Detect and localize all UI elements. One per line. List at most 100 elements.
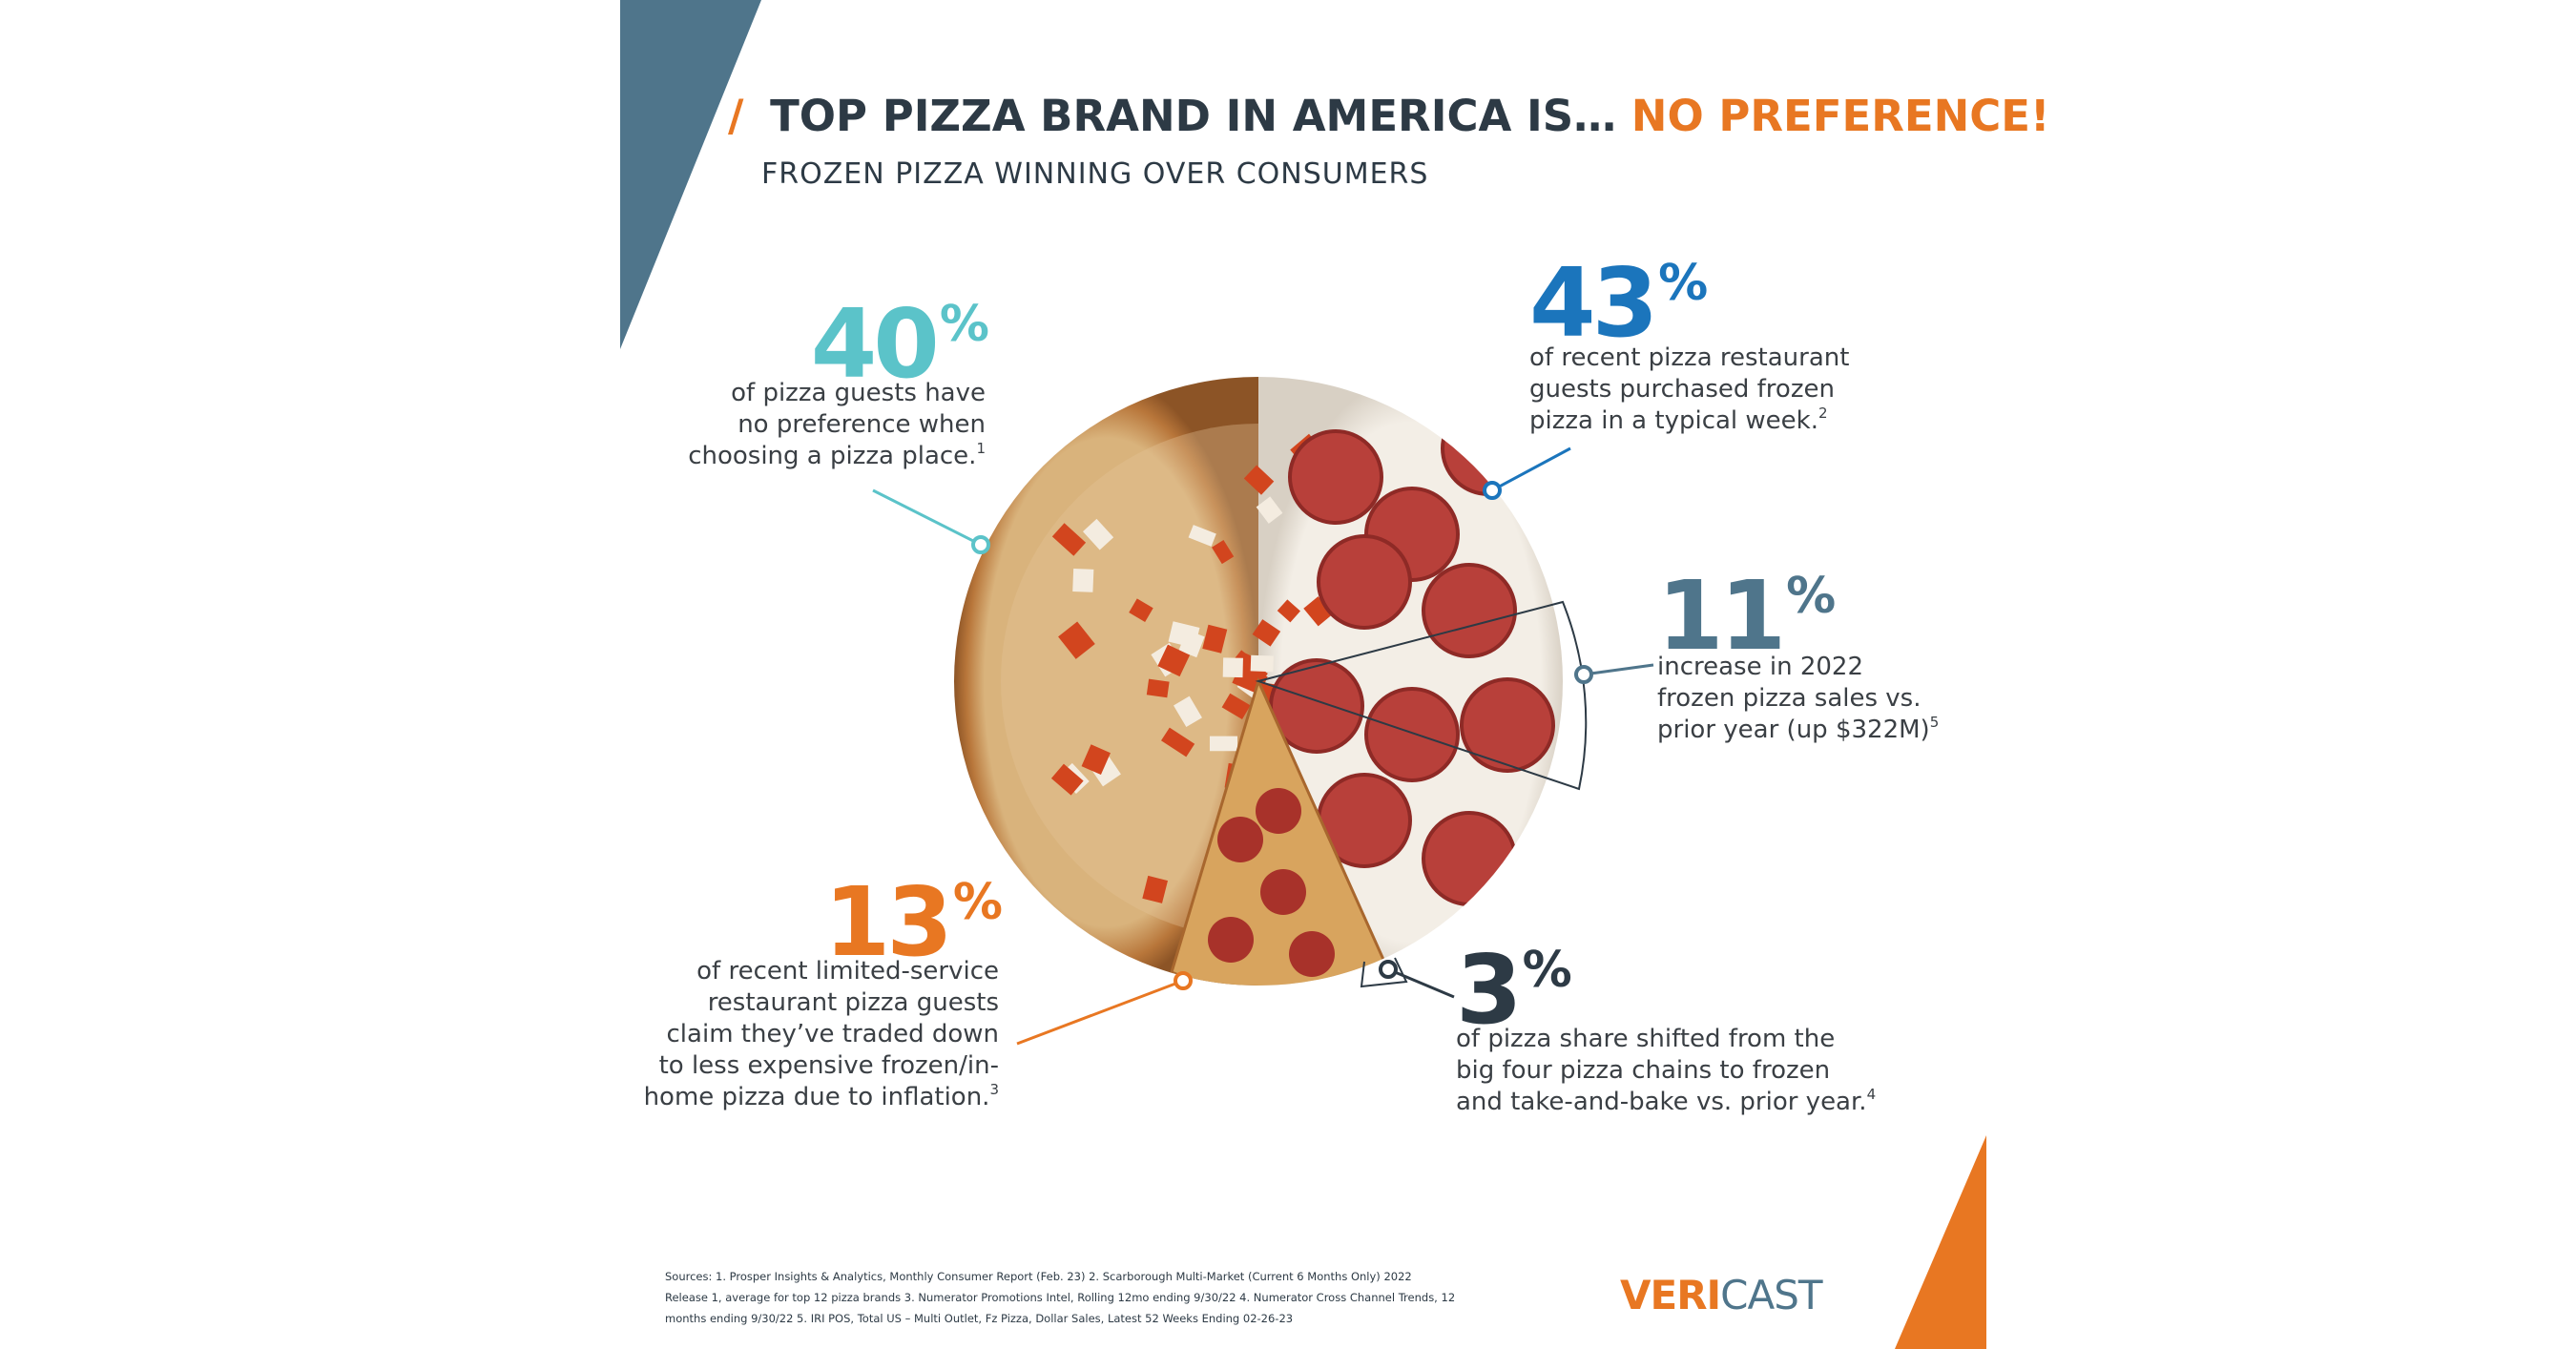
stat: 3%of pizza share shifted from the big fou… [1379,934,1876,1116]
stat-line: claim they’ve traded down [667,1020,999,1048]
logo-part: CAST [1720,1272,1823,1318]
footnote-mark: 4 [1867,1086,1877,1103]
source-line: Sources: 1. Prosper Insights & Analytics… [665,1270,1412,1283]
topping [1050,763,1084,796]
stat-value: 43 [1529,247,1654,359]
topping [1072,568,1094,592]
stat: 11%increase in 2022 frozen pizza sales vs… [1574,560,1939,744]
pepperoni [1422,811,1517,906]
topping [1174,695,1202,728]
pepperoni [1288,429,1383,525]
corner-triangle [1895,1135,1986,1349]
topping [1209,736,1238,752]
stat-text: of recent limited-service [696,957,999,986]
connector [1491,446,1571,492]
connector-dot [971,535,990,554]
connector [1583,663,1654,676]
stat-unit: % [1658,255,1707,312]
logo: VERICAST [1620,1272,1823,1318]
logo-part: VERI [1620,1272,1720,1318]
topping [1250,654,1274,673]
footnote-mark: 2 [1818,405,1828,422]
stat-value: 13 [824,866,949,978]
stat-value: 40 [811,288,936,400]
title: / TOP PIZZA BRAND IN AMERICA IS… NO PREF… [728,91,2050,141]
stat-line: frozen pizza sales vs. [1657,684,1922,713]
stat-text: choosing a pizza place.1 [688,440,986,470]
stat-value: 3 [1456,934,1519,1046]
topping [1168,621,1200,649]
topping [1212,540,1235,565]
topping [1081,744,1111,776]
title-highlight: NO PREFERENCE! [1631,91,2050,141]
pepperoni [1460,677,1555,773]
pepperoni [1289,931,1335,977]
connector [872,488,982,547]
pepperoni [1217,817,1263,862]
topping [1188,525,1216,547]
stat-text: prior year (up $322M)5 [1657,714,1939,744]
stat-line: of pizza guests have [731,379,986,407]
highlight-wedges [1255,600,1588,988]
stat-text: pizza in a typical week.2 [1529,405,1828,435]
stat-line: of recent pizza restaurant [1529,343,1849,372]
stat-line: no preference when [737,410,986,439]
topping [1146,678,1170,698]
topping [1277,599,1300,623]
stat-text: increase in 2022 [1657,653,1863,681]
pepperoni [1260,869,1306,915]
topping [1221,693,1251,720]
stat-text: home pizza due to inflation.3 [644,1081,999,1111]
stat-line: and take-and-bake vs. prior year. [1456,1088,1867,1116]
connector-dot [1174,971,1193,990]
stat-number: 3% [1456,934,1571,1046]
pepperoni [1441,401,1536,496]
pepperoni [1256,788,1301,834]
stat-text: and take-and-bake vs. prior year.4 [1456,1086,1876,1116]
connector [1016,979,1184,1046]
pepperoni [1422,563,1517,658]
stat-text: of recent pizza restaurant [1529,343,1849,372]
stat-line: choosing a pizza place. [688,442,976,470]
stat-line: pizza in a typical week. [1529,406,1818,435]
stat-number: 11% [1657,560,1835,672]
corner-triangle [620,0,761,349]
stat-line: to less expensive frozen/in- [659,1051,999,1080]
topping [1202,624,1228,654]
stat-line: of pizza share shifted from the [1456,1025,1835,1053]
pepperoni [1317,534,1412,630]
stat-unit: % [940,296,988,353]
footnote-mark: 5 [1930,714,1940,731]
topping [1252,619,1281,647]
stat-text: frozen pizza sales vs. [1657,684,1922,713]
connector-dot [1483,481,1502,500]
topping [1142,875,1169,903]
stat-unit: % [953,874,1002,931]
stat-text: to less expensive frozen/in- [659,1051,999,1080]
source-line: Release 1, average for top 12 pizza bran… [665,1291,1455,1304]
title-slash: / [728,91,744,141]
pepperoni [1364,687,1460,782]
stat-number: 43% [1529,247,1707,359]
stat-text: no preference when [737,410,986,439]
stat-text: of pizza guests have [731,379,986,407]
topping [1051,523,1087,556]
footnote-mark: 3 [989,1081,999,1098]
stat-unit: % [1786,568,1835,625]
connector-dot [1574,665,1593,684]
stat-text: big four pizza chains to frozen [1456,1056,1830,1085]
stat-line: prior year (up $322M) [1657,716,1930,744]
topping [1256,496,1283,524]
topping [1129,598,1153,622]
connector [1387,967,1455,999]
pepperoni [1208,917,1254,963]
pizza-image [954,377,1563,986]
stat-line: restaurant pizza guests [708,988,999,1017]
topping [1222,657,1243,678]
stat-line: big four pizza chains to frozen [1456,1056,1830,1085]
stat: 40% of pizza guests have no preference whe… [688,288,992,554]
